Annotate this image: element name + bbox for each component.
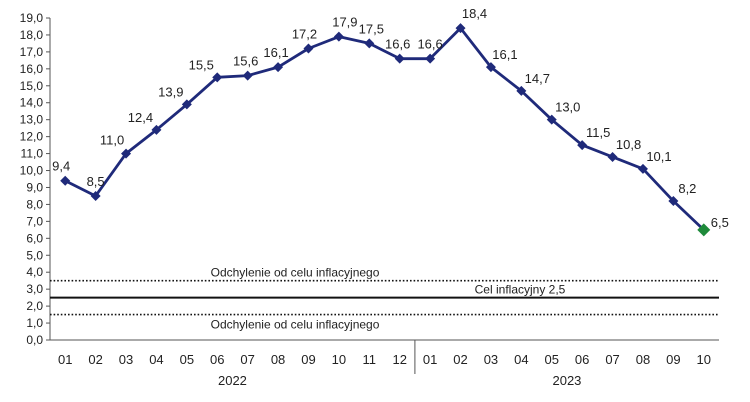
year-label: 2023	[552, 373, 581, 388]
y-tick-label: 9,0	[26, 180, 43, 194]
y-tick-label: 12,0	[20, 130, 44, 144]
x-tick-label: 05	[545, 352, 559, 367]
y-tick-label: 10,0	[20, 164, 44, 178]
reference-line-label-0: Odchylenie od celu inflacyjnego	[211, 266, 380, 280]
data-point	[455, 23, 466, 34]
x-axis: 01 02 03 04 05 06 07 08 09 10 11 12 01 02 03 04 05 06 07 08…	[50, 339, 719, 388]
data-point	[90, 190, 101, 201]
y-tick-label: 17,0	[20, 45, 44, 59]
x-tick-label: 01	[58, 352, 72, 367]
data-label: 10,8	[616, 137, 641, 152]
y-tick-label: 0,0	[26, 333, 43, 347]
data-label: 16,6	[385, 37, 410, 52]
data-point	[516, 85, 527, 96]
y-axis: 0,0 1,0 2,0 3,0 4,0 5,0 6,0 7,0 8,0 9,0 10,0 11,0 12…	[20, 11, 51, 347]
data-label: 11,0	[100, 133, 124, 148]
data-label: 11,5	[586, 125, 610, 140]
data-label: 17,9	[332, 15, 357, 30]
data-label: 14,7	[525, 71, 550, 86]
data-label: 8,5	[87, 174, 105, 189]
data-label: 16,1	[263, 45, 288, 60]
y-tick-label: 16,0	[20, 62, 44, 76]
y-tick-label: 19,0	[20, 11, 44, 25]
data-label: 12,4	[128, 110, 153, 125]
data-point	[697, 223, 711, 237]
x-tick-label: 02	[453, 352, 467, 367]
data-point	[637, 163, 648, 174]
series: 9,4 8,5 11,0 12,4 13,9 15,5 15,6 16,1 17,2 17,9 17…	[52, 6, 729, 237]
x-tick-label: 10	[697, 352, 711, 367]
data-point	[273, 62, 284, 73]
x-tick-label: 07	[240, 352, 254, 367]
x-tick-label: 05	[180, 352, 194, 367]
y-tick-label: 6,0	[26, 231, 43, 245]
x-tick-label: 08	[271, 352, 285, 367]
data-point	[668, 196, 679, 207]
y-tick-label: 5,0	[26, 248, 43, 262]
year-label: 2022	[218, 373, 247, 388]
x-tick-label: 03	[484, 352, 498, 367]
y-tick-label: 15,0	[20, 79, 44, 93]
data-point	[151, 124, 162, 135]
data-label: 16,1	[492, 47, 517, 62]
data-label: 15,5	[189, 57, 214, 72]
data-label: 17,2	[292, 27, 317, 42]
x-tick-label: 08	[636, 352, 650, 367]
reference-lines: Odchylenie od celu inflacyjnego Cel infla…	[50, 266, 719, 332]
data-point	[333, 31, 344, 42]
x-tick-label: 02	[88, 352, 102, 367]
data-point	[181, 99, 192, 110]
y-tick-label: 8,0	[26, 197, 43, 211]
data-point	[577, 140, 588, 151]
y-tick-label: 18,0	[20, 28, 44, 42]
data-point	[60, 175, 71, 186]
data-label: 15,6	[233, 54, 258, 69]
y-tick-label: 3,0	[26, 282, 43, 296]
x-tick-label: 12	[392, 352, 406, 367]
x-tick-label: 03	[119, 352, 133, 367]
y-tick-label: 13,0	[20, 113, 44, 127]
x-tick-label: 04	[514, 352, 528, 367]
data-point	[425, 53, 436, 64]
x-tick-label: 06	[575, 352, 589, 367]
data-point	[607, 151, 618, 162]
x-tick-label: 10	[332, 352, 346, 367]
series-line	[64, 26, 705, 231]
data-label: 18,4	[462, 6, 487, 21]
data-label: 17,5	[359, 21, 384, 36]
data-label: 6,5	[711, 215, 729, 230]
data-point	[394, 53, 405, 64]
data-point	[212, 72, 223, 83]
data-label: 13,0	[555, 100, 580, 115]
reference-line-label-1: Cel inflacyjny 2,5	[475, 283, 566, 297]
y-tick-label: 4,0	[26, 265, 43, 279]
x-tick-label: 11	[363, 352, 377, 367]
data-point	[485, 62, 496, 73]
x-tick-label: 07	[605, 352, 619, 367]
x-tick-label: 06	[210, 352, 224, 367]
y-tick-label: 7,0	[26, 214, 43, 228]
x-tick-label: 09	[666, 352, 680, 367]
x-tick-label: 01	[423, 352, 437, 367]
x-tick-label: 04	[149, 352, 163, 367]
data-point	[303, 43, 314, 54]
data-label: 10,1	[646, 149, 671, 164]
data-point	[546, 114, 557, 125]
reference-line-label-2: Odchylenie od celu inflacyjnego	[211, 318, 380, 332]
data-label: 9,4	[52, 159, 70, 174]
x-tick-label: 09	[301, 352, 315, 367]
y-tick-label: 11,0	[21, 147, 44, 161]
data-point	[121, 148, 132, 159]
y-tick-label: 1,0	[26, 316, 43, 330]
data-label: 13,9	[158, 84, 183, 99]
data-point	[364, 38, 375, 49]
data-point	[242, 70, 253, 81]
y-tick-label: 14,0	[20, 96, 44, 110]
y-tick-label: 2,0	[26, 299, 43, 313]
data-label: 16,6	[417, 37, 442, 52]
data-label: 8,2	[678, 181, 696, 196]
